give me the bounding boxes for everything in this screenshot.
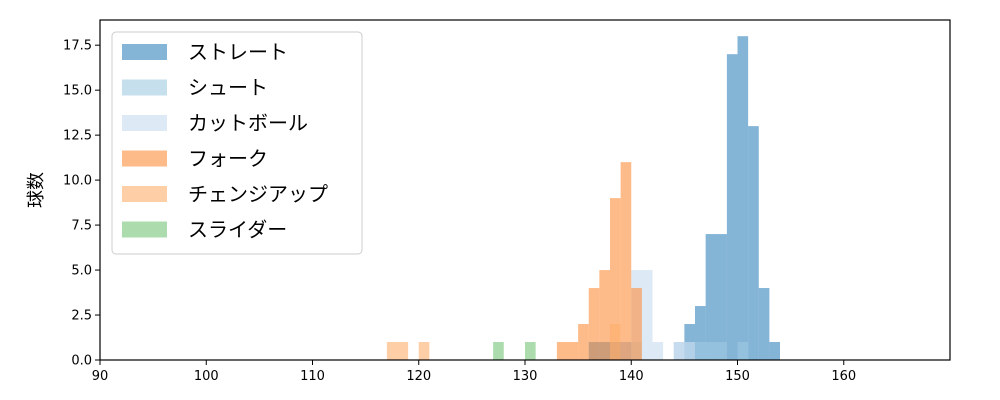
legend-label: シュート: [188, 76, 268, 100]
legend-swatch: [122, 221, 167, 238]
y-tick-label: 17.5: [63, 39, 92, 54]
x-tick-label: 90: [92, 369, 109, 384]
bar: [652, 342, 664, 360]
bar: [599, 270, 611, 360]
bar: [695, 342, 706, 360]
x-tick-label: 150: [725, 369, 750, 384]
y-tick-label: 12.5: [63, 129, 92, 144]
series-5: [493, 342, 536, 360]
x-tick-label: 100: [194, 369, 219, 384]
legend-box: [111, 31, 363, 255]
bar: [556, 342, 579, 360]
series-3: [556, 162, 642, 360]
x-tick-label: 130: [513, 369, 538, 384]
legend-swatch: [122, 44, 167, 60]
legend-label: チェンジアップ: [188, 182, 328, 206]
x-tick-label: 110: [300, 369, 325, 384]
legend-swatch: [122, 115, 167, 131]
series-4: [386, 324, 621, 360]
legend-label: フォーク: [188, 147, 268, 171]
legend-swatch: [122, 186, 167, 202]
bar: [726, 54, 738, 361]
y-axis: 0.0 2.5 5.0 7.5 10.0 12.5 15.0 17.5: [63, 39, 100, 369]
bar: [695, 306, 706, 360]
y-tick-label: 15.0: [63, 84, 92, 99]
bar: [525, 342, 536, 360]
legend-item: カットボール: [122, 111, 308, 135]
y-tick-label: 10.0: [63, 174, 92, 189]
bar: [716, 342, 727, 360]
legend-label: カットボール: [188, 111, 308, 135]
x-axis: 90 100 110 120 130 140 150 160: [92, 360, 856, 384]
bar: [758, 288, 770, 360]
bar: [748, 126, 759, 360]
y-axis-label: 球数: [26, 172, 47, 208]
bar: [588, 288, 600, 360]
bar: [578, 324, 589, 360]
y-tick-label: 5.0: [71, 264, 92, 279]
bar: [673, 342, 685, 360]
legend-item: スライダー: [122, 218, 287, 242]
bar: [684, 342, 696, 360]
legend-label: ストレート: [188, 40, 288, 64]
bar: [418, 342, 430, 360]
bar: [386, 342, 409, 360]
y-tick-label: 7.5: [71, 219, 92, 234]
bar: [705, 234, 727, 360]
bar: [705, 342, 717, 360]
legend-swatch: [122, 79, 167, 96]
bar: [769, 342, 781, 360]
bar: [610, 324, 621, 360]
legend-label: スライダー: [188, 218, 287, 242]
legend-swatch: [122, 150, 167, 167]
x-tick-label: 140: [619, 369, 644, 384]
bar: [737, 342, 749, 360]
x-tick-label: 120: [406, 369, 431, 384]
y-tick-label: 2.5: [71, 309, 92, 324]
bar: [620, 162, 632, 360]
bar: [493, 342, 504, 360]
legend-item: フォーク: [122, 147, 268, 171]
legend-item: シュート: [122, 76, 268, 100]
legend-item: チェンジアップ: [122, 182, 328, 206]
x-tick-label: 160: [831, 369, 856, 384]
y-tick-label: 0.0: [71, 354, 92, 369]
bars-layer: [386, 36, 781, 361]
bar: [737, 36, 749, 360]
bar: [610, 198, 621, 360]
legend-item: ストレート: [122, 40, 288, 64]
bar: [631, 288, 642, 360]
